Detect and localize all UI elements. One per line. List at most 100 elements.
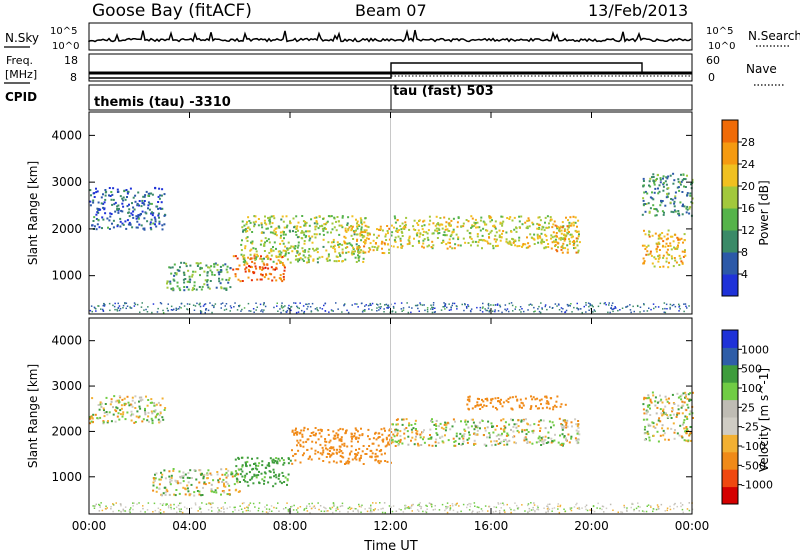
- freq-tick-bottom: 8: [70, 71, 77, 84]
- ground-scatter-cell: [308, 303, 310, 305]
- data-cell: [162, 492, 165, 495]
- ground-scatter-cell: [517, 506, 520, 509]
- ground-scatter-cell: [151, 311, 153, 314]
- data-cell: [548, 420, 551, 423]
- ground-scatter-cell: [514, 308, 516, 310]
- data-cell: [301, 230, 304, 233]
- data-cell: [335, 220, 337, 223]
- data-cell: [152, 212, 155, 215]
- data-cell: [574, 418, 577, 421]
- data-cell: [480, 216, 483, 219]
- ground-scatter-cell: [141, 302, 143, 304]
- data-cell: [575, 423, 578, 426]
- data-cell: [281, 262, 284, 264]
- data-cell: [531, 442, 534, 445]
- ground-scatter-cell: [421, 304, 424, 306]
- data-cell: [110, 213, 113, 215]
- ground-scatter-cell: [347, 511, 349, 513]
- data-cell: [100, 196, 103, 199]
- data-cell: [651, 197, 654, 200]
- data-cell: [431, 444, 434, 447]
- data-cell: [666, 233, 669, 236]
- data-cell: [475, 226, 477, 229]
- ground-scatter-cell: [650, 308, 652, 311]
- data-cell: [338, 233, 341, 236]
- data-cell: [299, 226, 302, 228]
- data-cell: [682, 203, 684, 206]
- data-cell: [249, 249, 252, 252]
- ground-scatter-cell: [666, 509, 668, 512]
- data-cell: [161, 494, 163, 497]
- ground-scatter-cell: [288, 308, 290, 310]
- data-cell: [685, 426, 688, 428]
- data-cell: [652, 422, 655, 425]
- data-cell: [401, 222, 404, 225]
- data-cell: [222, 490, 225, 493]
- data-cell: [126, 205, 129, 208]
- ground-scatter-cell: [523, 310, 525, 313]
- data-cell: [540, 436, 543, 439]
- data-cell: [671, 198, 674, 201]
- ground-scatter-cell: [426, 311, 429, 313]
- data-cell: [281, 239, 284, 242]
- data-cell: [672, 265, 675, 268]
- colorbar-segment: [722, 364, 738, 383]
- data-cell: [484, 427, 486, 430]
- data-cell: [556, 250, 559, 253]
- ground-scatter-cell: [383, 311, 385, 313]
- data-cell: [309, 455, 311, 458]
- data-cell: [103, 201, 106, 204]
- data-cell: [241, 255, 244, 258]
- data-cell: [268, 219, 271, 222]
- data-cell: [129, 414, 132, 417]
- data-cell: [343, 240, 346, 243]
- ground-scatter-cell: [364, 305, 366, 307]
- data-cell: [347, 229, 350, 232]
- data-cell: [416, 430, 419, 433]
- data-cell: [215, 286, 218, 289]
- ground-scatter-cell: [241, 502, 244, 505]
- data-cell: [445, 426, 448, 429]
- data-cell: [338, 224, 341, 227]
- data-cell: [686, 418, 689, 420]
- data-cell: [538, 420, 541, 423]
- data-cell: [658, 242, 661, 245]
- data-cell: [255, 250, 258, 253]
- data-cell: [436, 223, 439, 226]
- data-cell: [417, 444, 420, 447]
- ground-scatter-cell: [198, 303, 200, 306]
- data-cell: [254, 258, 257, 261]
- data-cell: [137, 217, 140, 220]
- data-cell: [395, 419, 398, 421]
- ground-scatter-cell: [179, 502, 181, 505]
- data-cell: [554, 224, 557, 227]
- data-cell: [163, 214, 166, 217]
- data-cell: [490, 229, 493, 232]
- data-cell: [351, 435, 354, 438]
- data-cell: [474, 425, 477, 428]
- ground-scatter-cell: [336, 507, 338, 509]
- data-cell: [540, 241, 543, 244]
- data-cell: [690, 183, 692, 186]
- data-cell: [122, 196, 125, 199]
- data-cell: [135, 215, 138, 218]
- data-cell: [484, 429, 487, 432]
- data-cell: [328, 450, 331, 452]
- data-cell: [350, 225, 353, 227]
- data-cell: [359, 251, 362, 254]
- data-cell: [680, 398, 683, 401]
- data-cell: [555, 234, 558, 237]
- data-cell: [245, 472, 248, 475]
- data-cell: [566, 419, 569, 422]
- data-cell: [361, 236, 364, 239]
- ground-scatter-cell: [442, 306, 444, 308]
- ground-scatter-cell: [432, 306, 434, 309]
- data-cell: [472, 421, 475, 424]
- ground-scatter-cell: [538, 310, 541, 313]
- data-cell: [679, 183, 682, 186]
- data-cell: [283, 231, 285, 233]
- power-cbar-label: Power [dB]: [757, 180, 771, 245]
- data-cell: [268, 272, 271, 275]
- ground-scatter-cell: [249, 502, 252, 504]
- data-cell: [163, 223, 166, 226]
